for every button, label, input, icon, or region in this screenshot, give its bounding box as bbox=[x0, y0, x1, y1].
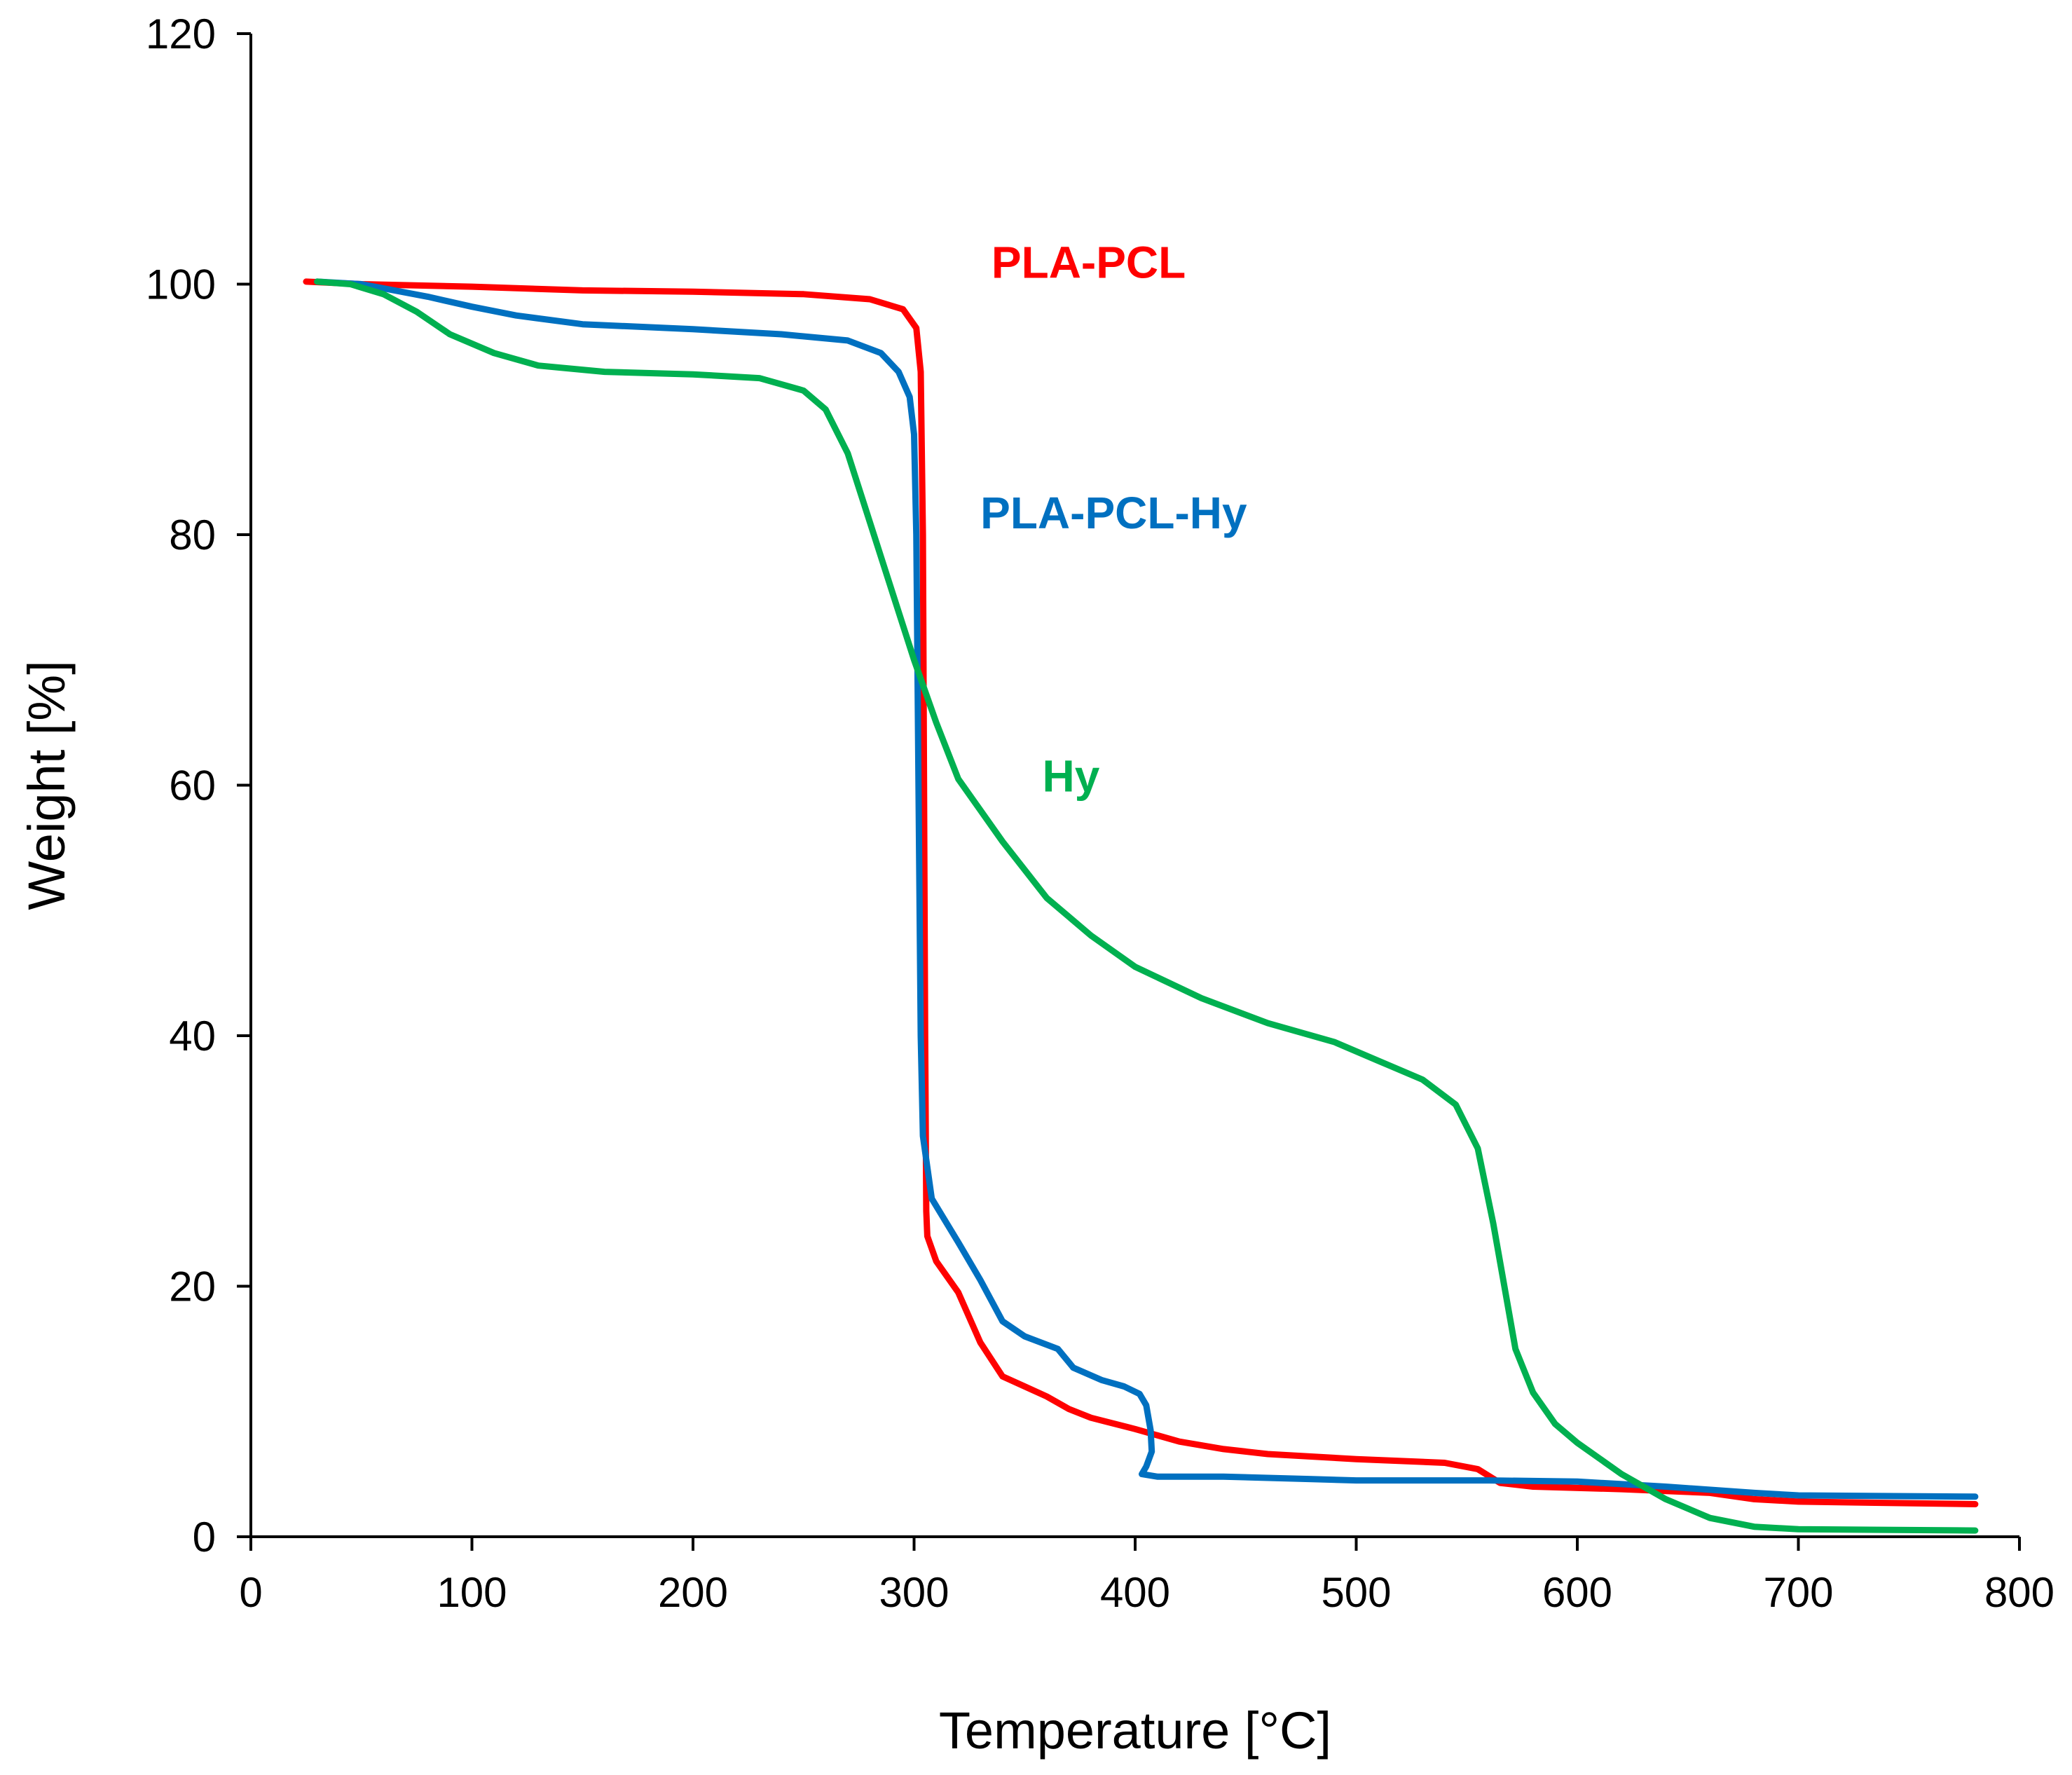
y-axis-title: Weight [%] bbox=[18, 660, 76, 910]
series-label-hy: Hy bbox=[1042, 751, 1099, 801]
y-axis-ticks: 0 20 40 60 80 100 120 bbox=[146, 11, 251, 1561]
x-tick-label: 600 bbox=[1542, 1569, 1612, 1616]
x-axis-ticks: 0 100 200 300 400 500 600 700 800 bbox=[239, 1537, 2054, 1616]
x-tick-label: 500 bbox=[1321, 1569, 1391, 1616]
plot-lines bbox=[303, 278, 1979, 1534]
x-tick-label: 0 bbox=[239, 1569, 262, 1616]
y-tick-label: 80 bbox=[169, 512, 216, 558]
x-tick-label: 800 bbox=[1984, 1569, 2054, 1616]
series-labels: PLA-PCL PLA-PCL-Hy Hy bbox=[980, 238, 1247, 802]
y-tick-label: 100 bbox=[146, 261, 216, 308]
series-label-pla-pcl-hy: PLA-PCL-Hy bbox=[980, 488, 1247, 538]
y-tick-label: 20 bbox=[169, 1263, 216, 1310]
x-tick-label: 200 bbox=[658, 1569, 728, 1616]
x-tick-label: 300 bbox=[879, 1569, 949, 1616]
series-line-pla-pcl-hy bbox=[314, 278, 1979, 1500]
y-tick-label: 40 bbox=[169, 1013, 216, 1060]
series-line-hy bbox=[314, 278, 1979, 1534]
y-tick-label: 120 bbox=[146, 11, 216, 57]
series-label-pla-pcl: PLA-PCL bbox=[992, 238, 1186, 288]
x-tick-label: 100 bbox=[437, 1569, 507, 1616]
y-tick-label: 0 bbox=[193, 1514, 216, 1561]
series-line-pla-pcl bbox=[303, 278, 1979, 1507]
x-axis-title: Temperature [°C] bbox=[939, 1701, 1331, 1760]
y-tick-label: 60 bbox=[169, 762, 216, 809]
x-tick-label: 700 bbox=[1763, 1569, 1833, 1616]
x-tick-label: 400 bbox=[1100, 1569, 1170, 1616]
